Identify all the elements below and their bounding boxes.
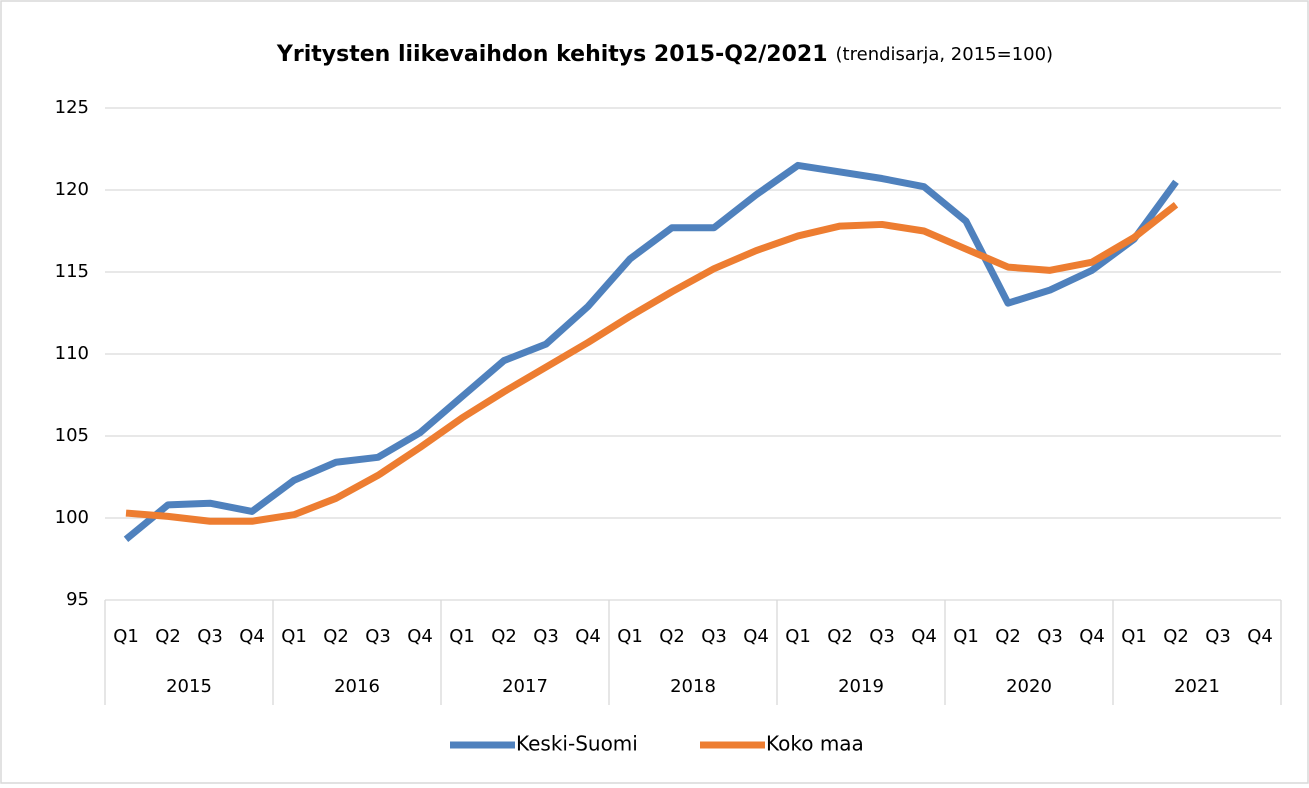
- x-group-label: 2018: [670, 676, 716, 697]
- chart-subtitle: (trendisarja, 2015=100): [836, 44, 1054, 65]
- chart-title-group: Yritysten liikevaihdon kehitys 2015-Q2/2…: [276, 42, 1053, 67]
- x-tick-label: Q2: [323, 626, 349, 647]
- y-tick-label: 100: [55, 507, 89, 528]
- y-tick-label: 105: [55, 425, 89, 446]
- y-tick-label: 120: [55, 179, 89, 200]
- x-tick-label: Q1: [1121, 626, 1147, 647]
- y-tick-label: 110: [55, 343, 89, 364]
- x-tick-label: Q3: [1037, 626, 1063, 647]
- x-tick-label: Q3: [197, 626, 223, 647]
- y-tick-label: 125: [55, 97, 89, 118]
- x-tick-label: Q4: [1247, 626, 1273, 647]
- series-line: [125, 202, 1179, 525]
- x-tick-label: Q4: [1079, 626, 1105, 647]
- x-tick-label: Q4: [239, 626, 265, 647]
- x-tick-label: Q2: [659, 626, 685, 647]
- x-group-label: 2021: [1174, 676, 1220, 697]
- x-group-label: 2019: [838, 676, 884, 697]
- series-line: [123, 161, 1179, 543]
- x-tick-label: Q2: [155, 626, 181, 647]
- x-tick-label: Q2: [1163, 626, 1189, 647]
- legend-label: Keski-Suomi: [516, 732, 638, 756]
- chart-title: Yritysten liikevaihdon kehitys 2015-Q2/2…: [276, 42, 828, 67]
- x-tick-label: Q3: [365, 626, 391, 647]
- x-tick-label: Q3: [701, 626, 727, 647]
- x-group-label: 2016: [334, 676, 380, 697]
- y-tick-label: 95: [66, 589, 89, 610]
- x-tick-label: Q1: [617, 626, 643, 647]
- x-group-label: 2020: [1006, 676, 1052, 697]
- y-tick-label: 115: [55, 261, 89, 282]
- x-tick-label: Q2: [995, 626, 1021, 647]
- x-tick-label: Q4: [575, 626, 601, 647]
- x-tick-label: Q2: [491, 626, 517, 647]
- x-tick-label: Q4: [911, 626, 937, 647]
- x-tick-label: Q4: [407, 626, 433, 647]
- x-tick-label: Q1: [281, 626, 307, 647]
- x-group-label: 2017: [502, 676, 548, 697]
- x-tick-label: Q1: [449, 626, 475, 647]
- x-tick-label: Q1: [953, 626, 979, 647]
- x-tick-label: Q3: [869, 626, 895, 647]
- legend-label: Koko maa: [766, 732, 864, 756]
- x-tick-label: Q4: [743, 626, 769, 647]
- x-tick-label: Q3: [1205, 626, 1231, 647]
- x-tick-label: Q2: [827, 626, 853, 647]
- x-tick-label: Q1: [113, 626, 139, 647]
- x-tick-label: Q3: [533, 626, 559, 647]
- x-group-label: 2015: [166, 676, 212, 697]
- x-tick-label: Q1: [785, 626, 811, 647]
